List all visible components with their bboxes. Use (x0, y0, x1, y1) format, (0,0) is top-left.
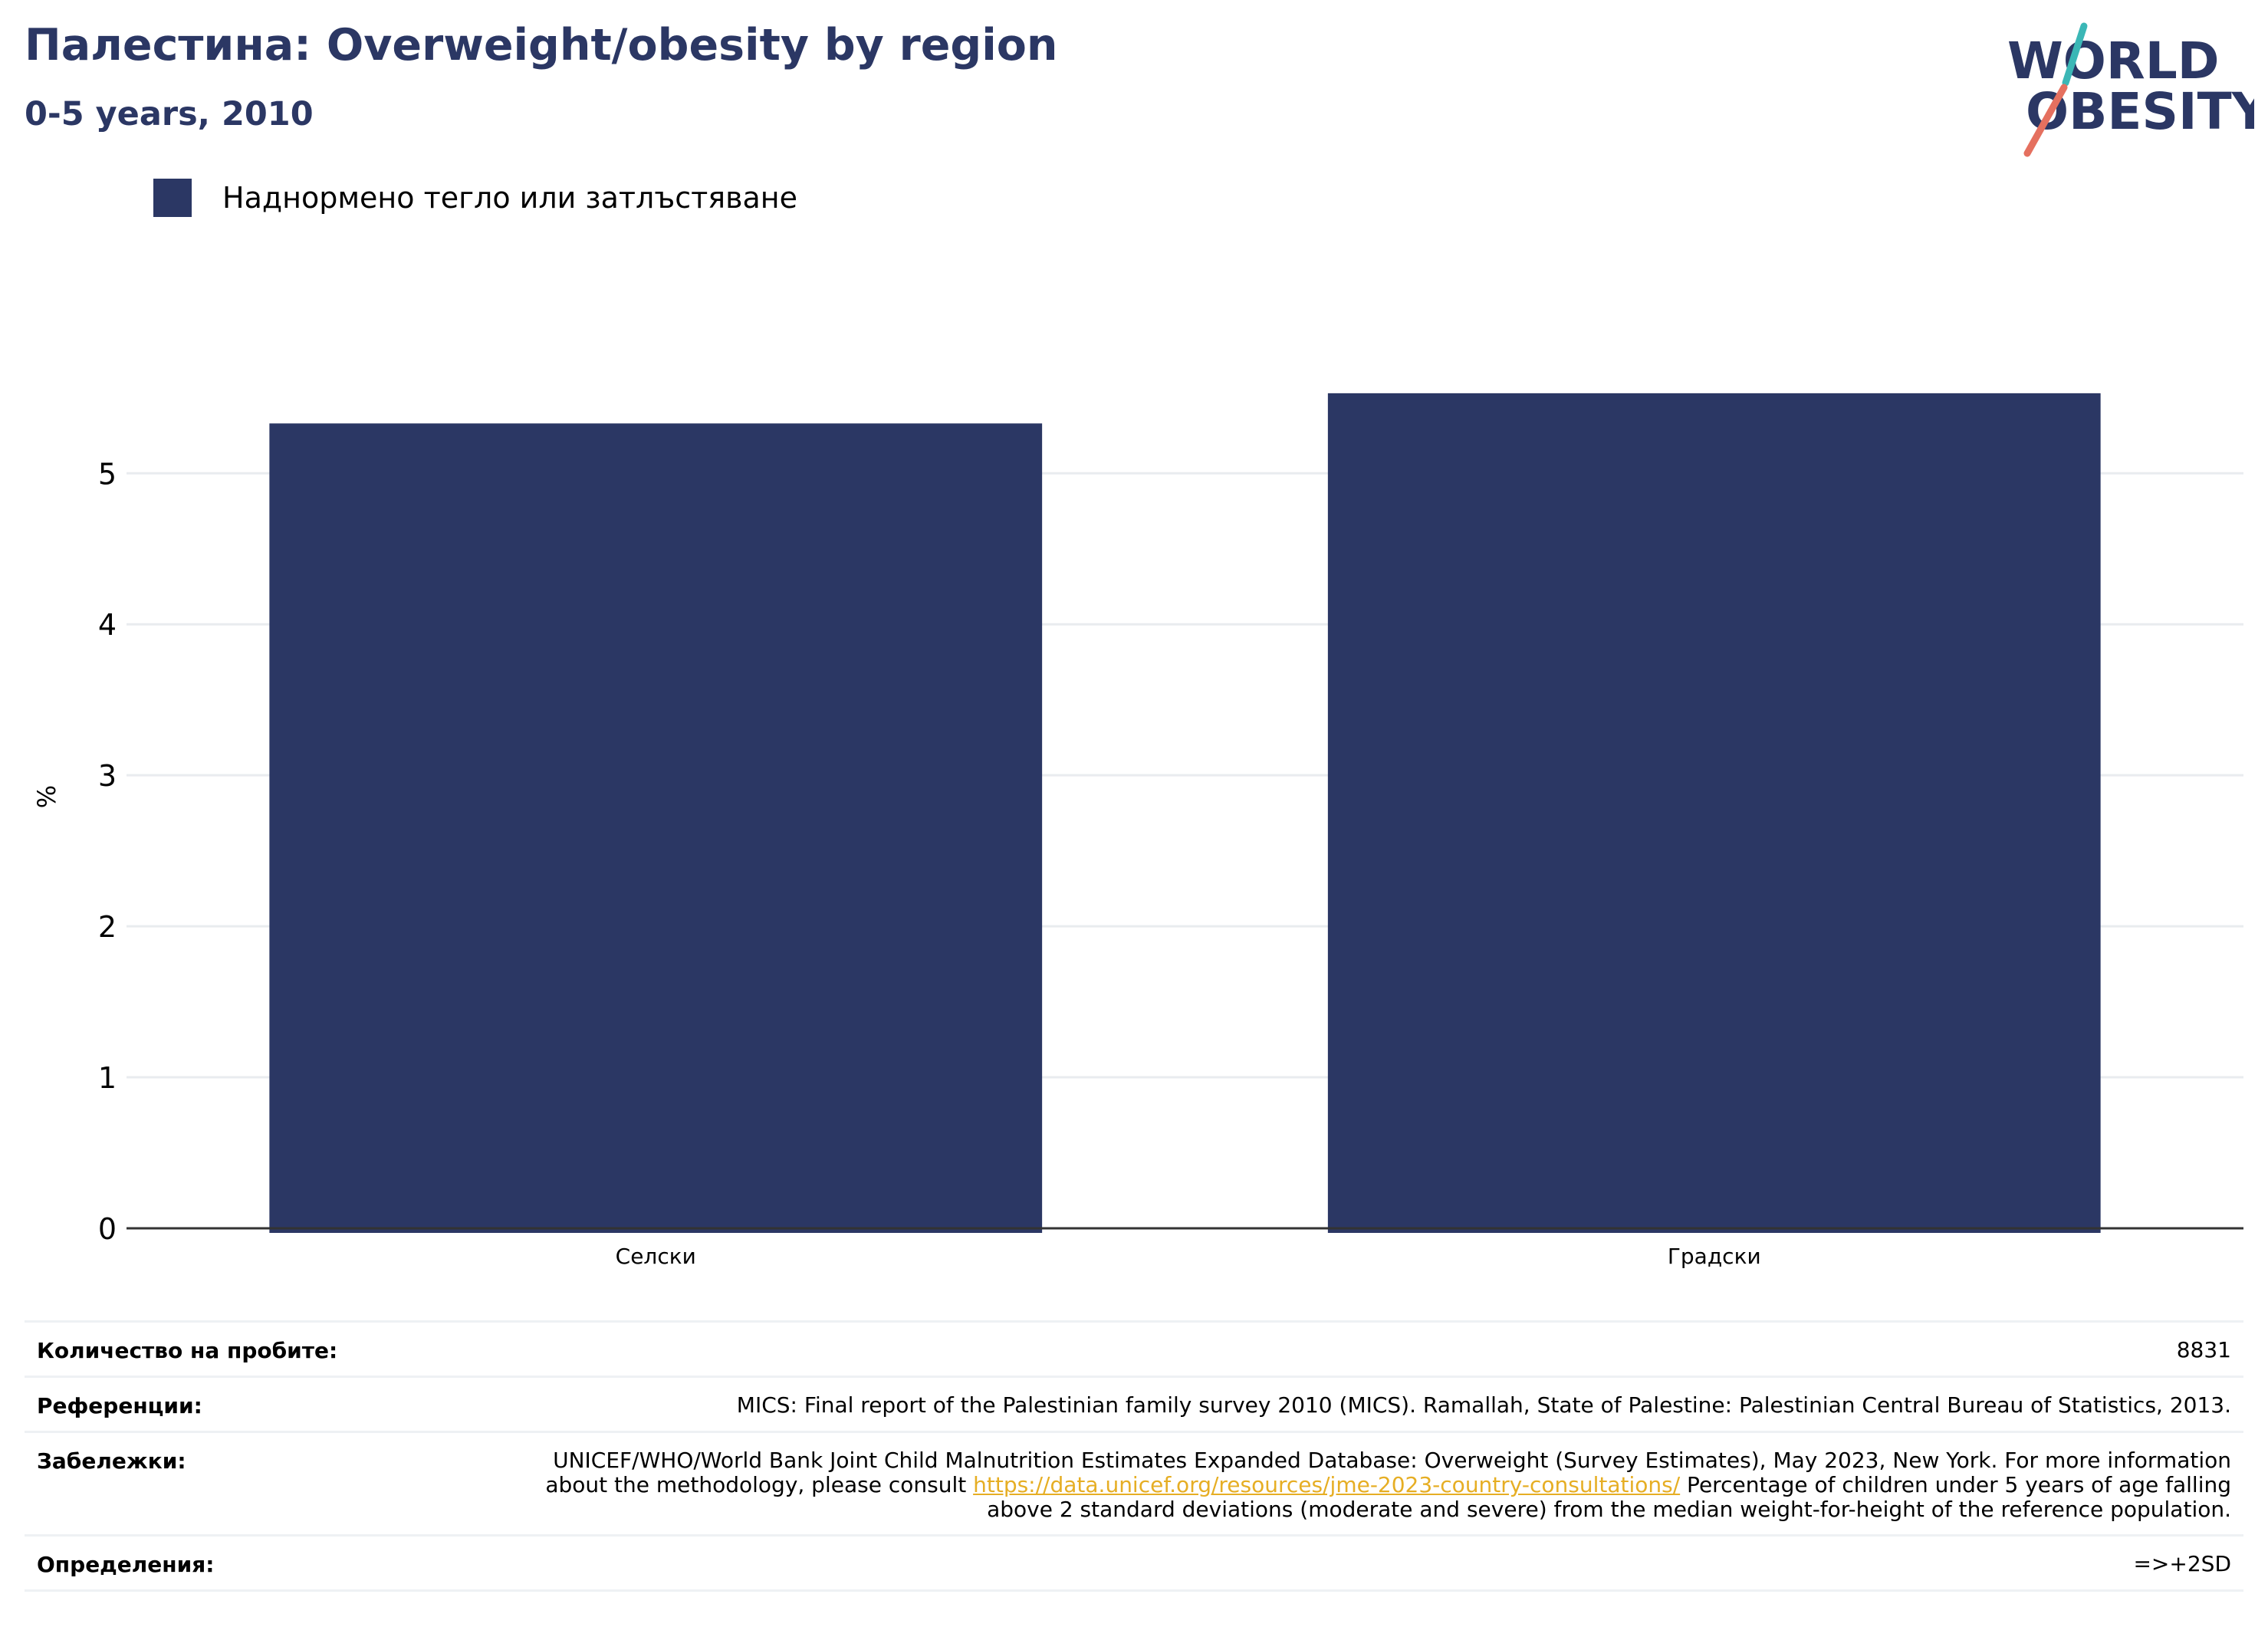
logo-slash-bottom (2023, 84, 2068, 157)
notes-value: UNICEF/WHO/World Bank Joint Child Malnut… (514, 1448, 2231, 1522)
x-tick-label: Селски (616, 1244, 696, 1269)
x-tick-label: Градски (1668, 1244, 1761, 1269)
bar-chart: 0 1 2 3 4 5% Селски Градски (32, 393, 2243, 1269)
notes-text-after: Percentage of children under 5 years of … (987, 1472, 2231, 1522)
y-tick-label: 5 (98, 457, 117, 491)
notes-link[interactable]: https://data.unicef.org/resources/jme-20… (973, 1472, 1681, 1497)
legend-swatch (153, 179, 192, 217)
notes-label: Забележки: (37, 1448, 186, 1474)
definitions-label: Определения: (37, 1552, 215, 1577)
logo-word-world: WORLD (2007, 31, 2220, 90)
meta-row-sample-size: Количество на пробите: 8831 (25, 1320, 2243, 1376)
world-obesity-logo: WORLD OBESITY (2007, 22, 2254, 157)
sample-size-value: 8831 (2176, 1337, 2231, 1362)
notes-text-before: UNICEF/WHO/World Bank Joint Child Malnut… (545, 1448, 2231, 1497)
sample-size-label: Количество на пробите: (37, 1338, 338, 1363)
chart-subtitle: 0-5 years, 2010 (25, 95, 314, 133)
meta-row-definitions: Определения: =>+2SD (25, 1534, 2243, 1592)
chart-title: Палестина: Overweight/obesity by region (25, 20, 1058, 71)
meta-row-references: Референции: MICS: Final report of the Pa… (25, 1376, 2243, 1431)
logo-slash-top (2062, 22, 2088, 87)
legend-label: Наднормено тегло или затлъстяване (222, 181, 797, 215)
references-label: Референции: (37, 1393, 202, 1418)
bar (269, 423, 1043, 1234)
bar (1327, 393, 2101, 1233)
y-tick-label: 2 (98, 910, 117, 944)
y-tick-label: 0 (98, 1212, 117, 1246)
definitions-value: =>+2SD (2133, 1551, 2231, 1576)
y-axis-label: % (32, 785, 61, 808)
metadata-table: Количество на пробите: 8831 Референции: … (25, 1320, 2243, 1592)
y-tick-label: 1 (98, 1061, 117, 1095)
y-tick-label: 4 (98, 608, 117, 642)
references-value: MICS: Final report of the Palestinian fa… (736, 1392, 2231, 1418)
y-tick-label: 3 (98, 759, 117, 793)
meta-row-notes: Забележки: UNICEF/WHO/World Bank Joint C… (25, 1431, 2243, 1534)
